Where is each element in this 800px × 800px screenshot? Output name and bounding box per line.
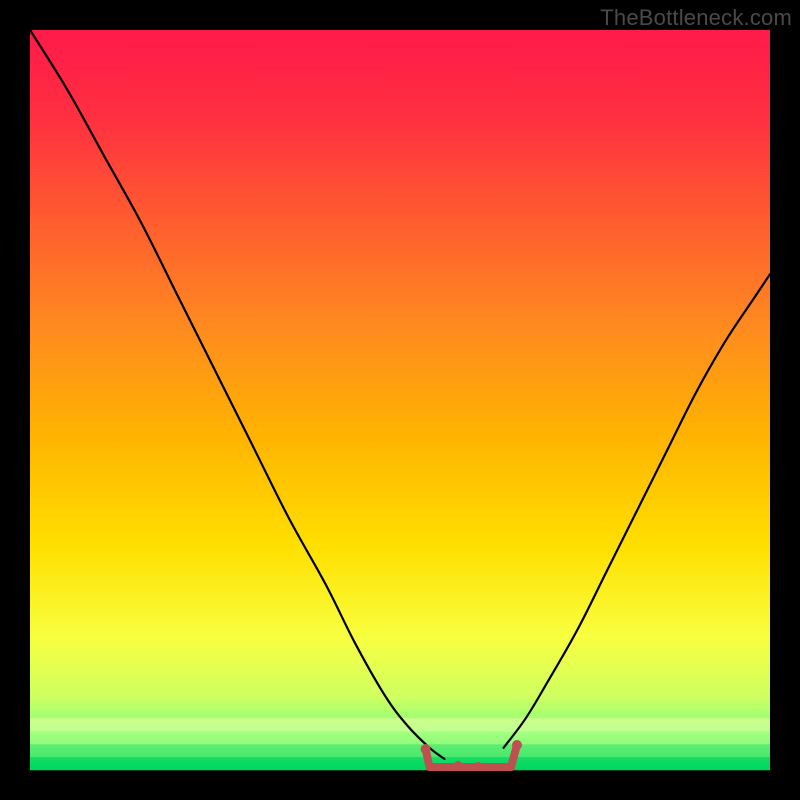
bottom-band xyxy=(30,718,770,770)
watermark-text: TheBottleneck.com xyxy=(600,5,792,31)
bottleneck-chart xyxy=(0,0,800,800)
plot-area xyxy=(30,30,770,770)
